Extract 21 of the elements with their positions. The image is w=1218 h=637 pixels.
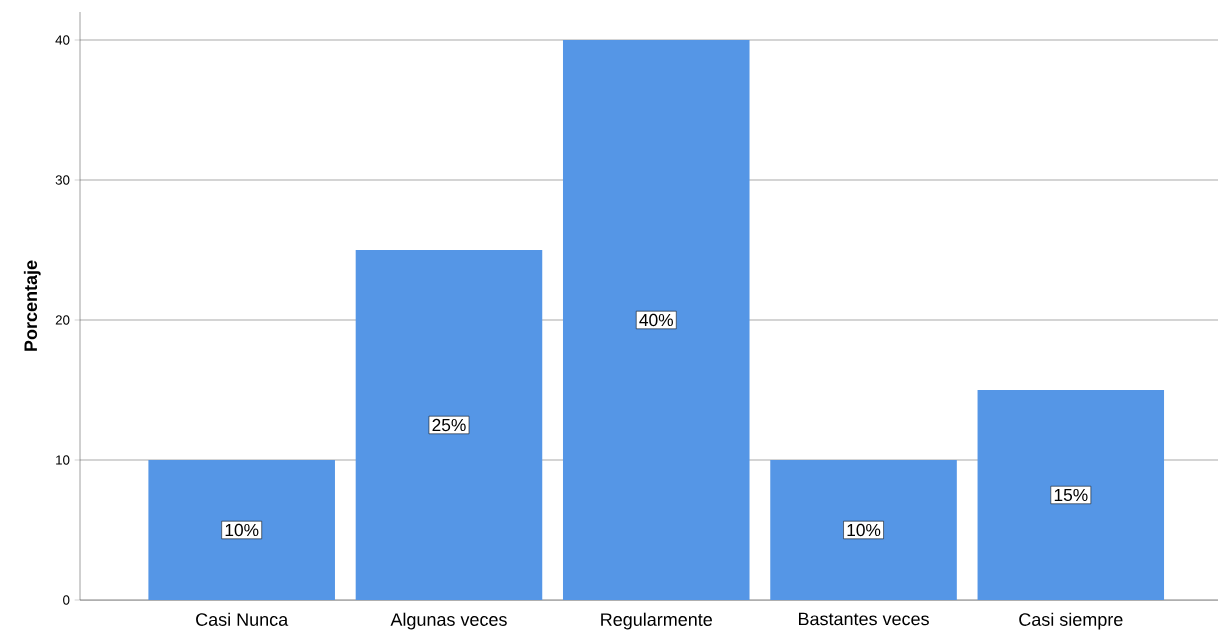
x-tick-label: Regularmente xyxy=(601,612,712,630)
y-tick-label: 30 xyxy=(55,175,70,185)
y-tick-label: 0 xyxy=(63,595,70,605)
data-label: 10% xyxy=(847,523,881,537)
data-label: 25% xyxy=(432,418,466,432)
data-label: 15% xyxy=(1054,488,1088,502)
bar xyxy=(148,460,335,600)
data-label: 40% xyxy=(639,313,673,327)
x-tick-label: Casi siempre xyxy=(1019,612,1123,630)
y-tick-label: 20 xyxy=(55,315,70,325)
bar xyxy=(977,390,1165,600)
x-tick-label: Algunas veces xyxy=(390,612,507,630)
y-tick-label: 40 xyxy=(55,35,70,45)
bar xyxy=(562,40,750,600)
x-tick-label: Casi Nunca xyxy=(196,612,289,626)
y-axis-title: Porcentaje xyxy=(23,260,41,351)
y-tick-label: 10 xyxy=(56,455,70,465)
bar xyxy=(770,460,957,600)
bar xyxy=(355,250,543,600)
x-tick-label: Bastantes veces xyxy=(798,612,929,626)
data-label: 10% xyxy=(225,523,259,537)
